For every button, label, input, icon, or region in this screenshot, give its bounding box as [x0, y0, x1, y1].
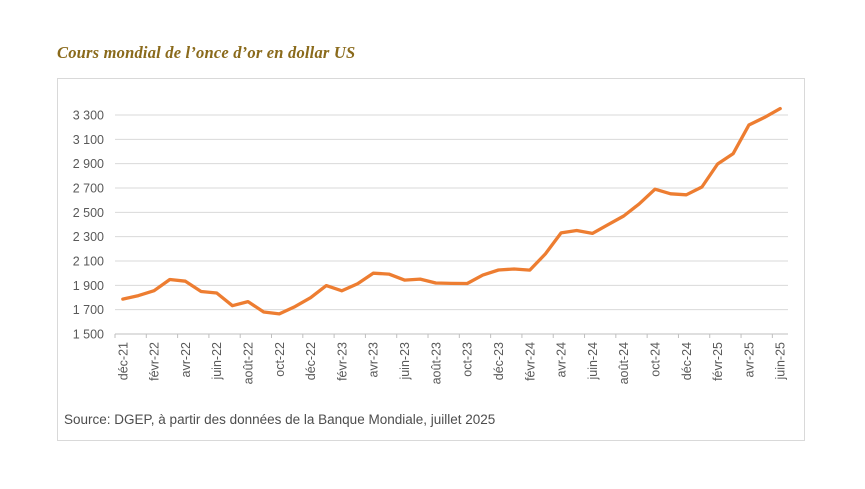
y-tick-label: 2 300 [73, 230, 104, 244]
x-tick-label: déc-21 [116, 342, 130, 380]
x-tick-label: juin-23 [398, 342, 412, 381]
x-tick-label: oct-24 [648, 342, 662, 377]
x-tick-label: oct-23 [461, 342, 475, 377]
x-tick-label: déc-23 [492, 342, 506, 380]
x-tick-label: avr-25 [742, 342, 756, 377]
x-tick-label: oct-22 [273, 342, 287, 377]
y-tick-label: 2 100 [73, 255, 104, 269]
x-tick-label: févr-24 [523, 342, 537, 381]
x-tick-label: août-24 [617, 342, 631, 384]
x-tick-label: déc-24 [680, 342, 694, 380]
x-tick-label: déc-22 [304, 342, 318, 380]
x-tick-label: juin-24 [586, 342, 600, 381]
y-tick-label: 2 900 [73, 157, 104, 171]
x-tick-label: févr-23 [335, 342, 349, 381]
y-tick-label: 2 700 [73, 182, 104, 196]
x-tick-label: avr-23 [367, 342, 381, 377]
x-tick-label: juin-25 [774, 342, 788, 381]
chart-panel: 1 500 1 700 1 900 2 100 2 300 2 500 2 700 2 900… [57, 78, 805, 441]
gold-price-chart-svg: 1 500 1 700 1 900 2 100 2 300 2 500 2 700 2 900… [73, 106, 788, 384]
y-tick-label: 2 500 [73, 206, 104, 220]
x-tick-label: févr-22 [148, 342, 162, 381]
x-tick-label: août-22 [242, 342, 256, 384]
y-tick-label: 1 900 [73, 279, 104, 293]
x-tick-label: août-23 [429, 342, 443, 384]
x-tick-label: févr-25 [711, 342, 725, 381]
source-note: Source: DGEP, à partir des données de la… [64, 412, 496, 427]
y-tick-label: 1 500 [73, 328, 104, 342]
y-tick-label: 3 100 [73, 133, 104, 147]
x-tick-label: avr-22 [179, 342, 193, 377]
chart-title: Cours mondial de l’once d’or en dollar U… [57, 43, 356, 62]
gold-price-line [121, 106, 782, 316]
x-tick-label: avr-24 [555, 342, 569, 377]
x-tick-label: juin-22 [210, 342, 224, 381]
y-tick-label: 3 300 [73, 109, 104, 123]
y-tick-label: 1 700 [73, 303, 104, 317]
